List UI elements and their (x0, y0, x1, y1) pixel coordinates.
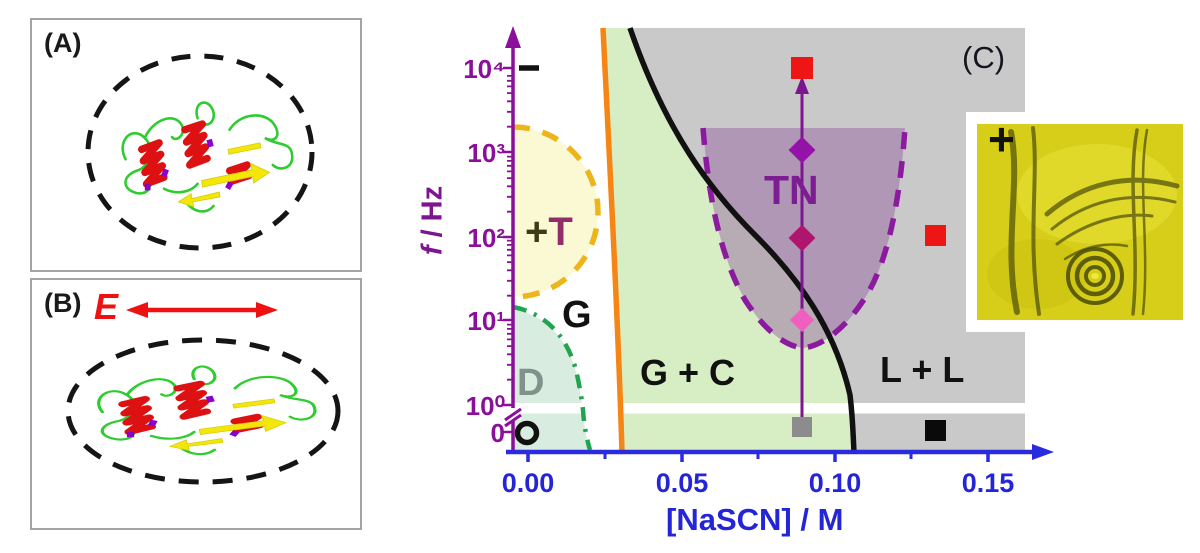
region-label-plus: + (525, 210, 549, 254)
target-texture-rings (1066, 247, 1124, 305)
panel-b-drawing (65, 302, 341, 485)
x-tick-005: 0.05 (655, 468, 709, 498)
panel-b: (B) E (30, 278, 362, 530)
axis-break-band (513, 403, 1025, 414)
x-tick-000: 0.00 (501, 468, 555, 498)
region-label-plus-t: +T (525, 212, 573, 252)
marker-open-circle-origin (514, 420, 540, 446)
marker-gray-square-0 (792, 417, 812, 437)
inset-plus-marker: + (988, 113, 1015, 165)
marker-black-square-013 (925, 420, 946, 441)
x-axis-arrowhead (1032, 444, 1054, 460)
x-axis (506, 449, 1036, 462)
y-tick-10e3: 10³ (467, 138, 505, 168)
region-label-ll: L + L (880, 349, 965, 390)
panel-c-label: (C) (962, 40, 1006, 75)
micrograph-image (977, 124, 1183, 320)
region-label-gc: G + C (640, 352, 736, 393)
y-tick-10e1: 10¹ (467, 306, 505, 336)
droplet-dashed-ellipse-b (65, 337, 341, 485)
electric-field-label: E (94, 286, 119, 327)
y-axis-title-symbol: f (416, 245, 449, 256)
region-fill-gray-ll (630, 28, 1025, 452)
x-axis-title: [NaSCN] / M (666, 502, 844, 537)
panel-a-label: (A) (44, 28, 82, 58)
gold-dashed-boundary (512, 124, 601, 300)
panel-b-label: (B) (44, 288, 82, 318)
y-axis-arrowhead (505, 26, 521, 48)
marker-red-square-013 (925, 225, 946, 246)
y-tick-10e4: 10⁴ (463, 54, 505, 84)
panel-a-drawing (85, 53, 315, 251)
y-axis-title-units: / Hz (416, 185, 449, 246)
region-label-tn: TN (764, 167, 819, 213)
region-label-d: D (517, 362, 545, 404)
y-axis-title: f / Hz (417, 161, 450, 281)
y-tick-10e2: 10² (467, 223, 505, 253)
x-tick-010: 0.10 (808, 468, 862, 498)
electric-field-arrow-icon (126, 302, 278, 318)
droplet-dashed-ellipse-a (85, 53, 315, 251)
micrograph-inset (966, 112, 1194, 332)
y-tick-0: 0 (490, 418, 505, 448)
region-label-t: T (548, 210, 573, 254)
green-dashdot-boundary (512, 304, 593, 451)
panel-a: (A) (30, 18, 362, 272)
orange-boundary-line (600, 27, 625, 453)
region-label-g: G (562, 294, 592, 336)
y-tick-10e0: 10⁰ (465, 391, 505, 421)
y-axis-break-icon (504, 407, 522, 428)
region-fill-yellow-t (513, 127, 598, 297)
y-axis (503, 44, 515, 452)
black-boundary-curve (627, 27, 857, 453)
region-fill-teal-d (513, 309, 590, 450)
x-tick-015: 0.15 (961, 468, 1015, 498)
marker-red-square-10e4 (791, 57, 813, 79)
